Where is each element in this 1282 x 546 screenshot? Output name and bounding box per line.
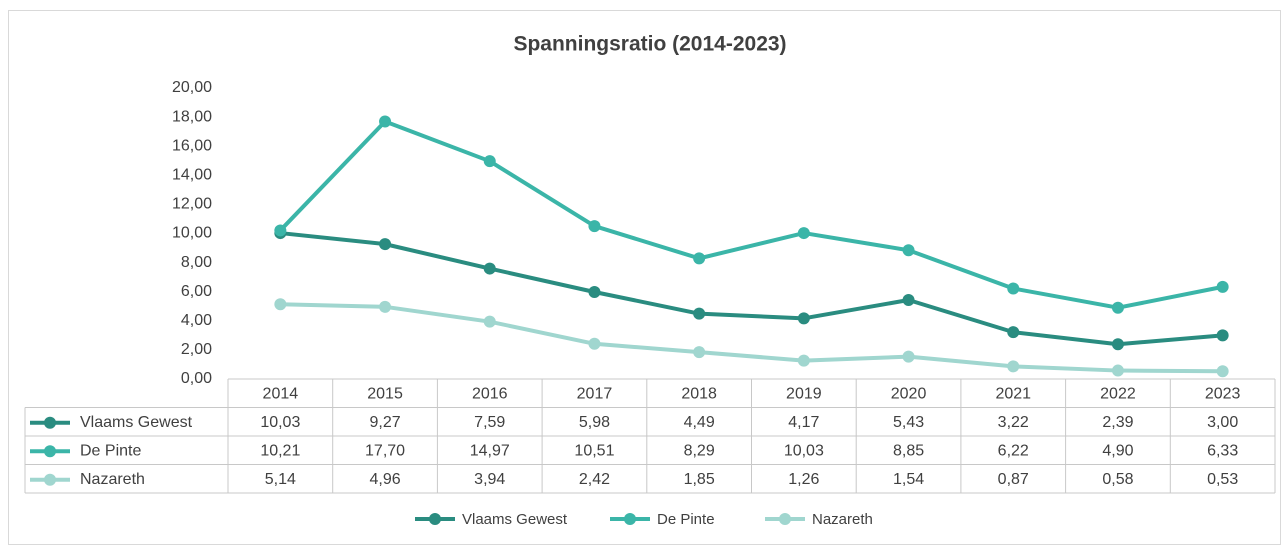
legend-label: Nazareth	[812, 511, 873, 528]
table-cell: 4,49	[684, 414, 715, 431]
table-cell: 5,98	[579, 414, 610, 431]
series-marker	[379, 115, 392, 128]
y-tick-label: 12,00	[172, 196, 212, 213]
series-marker	[693, 252, 706, 265]
chart-title: Spanningsratio (2014-2023)	[513, 33, 786, 56]
chart-frame	[8, 10, 1281, 545]
table-series-name: Vlaams Gewest	[80, 414, 193, 431]
table-cell: 2,42	[579, 471, 610, 488]
x-tick-label: 2023	[1205, 385, 1241, 402]
table-cell: 0,87	[998, 471, 1029, 488]
x-tick-label: 2019	[786, 385, 822, 402]
series-marker	[1216, 329, 1229, 342]
series-marker	[902, 350, 915, 363]
series-marker	[693, 346, 706, 359]
table-cell: 2,39	[1102, 414, 1133, 431]
table-cell: 17,70	[365, 442, 405, 459]
legend-key-marker	[624, 513, 636, 525]
series-marker	[797, 312, 810, 325]
x-tick-label: 2014	[263, 385, 299, 402]
table-cell: 0,58	[1102, 471, 1133, 488]
table-cell: 4,96	[369, 471, 400, 488]
table-cell: 0,53	[1207, 471, 1238, 488]
table-cell: 10,21	[260, 442, 300, 459]
table-key-marker	[44, 473, 56, 486]
x-tick-label: 2021	[995, 385, 1031, 402]
table-cell: 4,90	[1102, 442, 1133, 459]
table-series-name: Nazareth	[80, 471, 145, 488]
x-tick-label: 2016	[472, 385, 508, 402]
series-marker	[588, 220, 601, 233]
legend-label: Vlaams Gewest	[462, 511, 568, 528]
y-tick-label: 6,00	[181, 283, 212, 300]
table-cell: 4,17	[788, 414, 819, 431]
series-marker	[483, 315, 496, 328]
series-marker	[902, 293, 915, 306]
series-marker	[483, 155, 496, 168]
series-marker	[693, 307, 706, 320]
table-cell: 7,59	[474, 414, 505, 431]
table-cell: 8,29	[684, 442, 715, 459]
table-cell: 1,54	[893, 471, 924, 488]
y-tick-label: 14,00	[172, 167, 212, 184]
series-marker	[1007, 360, 1020, 373]
series-marker	[274, 224, 287, 237]
series-line	[278, 119, 1224, 310]
y-tick-label: 2,00	[181, 341, 212, 358]
series-marker	[1111, 338, 1124, 351]
x-tick-label: 2018	[681, 385, 717, 402]
series-marker	[1007, 282, 1020, 295]
table-key-marker	[44, 416, 56, 429]
series-marker	[902, 244, 915, 257]
table-cell: 5,43	[893, 414, 924, 431]
y-tick-label: 0,00	[181, 370, 212, 387]
y-tick-label: 4,00	[181, 312, 212, 329]
table-cell: 14,97	[470, 442, 510, 459]
series-marker	[1111, 301, 1124, 314]
series-marker	[797, 354, 810, 367]
legend-label: De Pinte	[657, 511, 715, 528]
series-marker	[1216, 280, 1229, 293]
table-cell: 10,03	[260, 414, 300, 431]
table-series-name: De Pinte	[80, 442, 141, 459]
y-tick-label: 8,00	[181, 254, 212, 271]
y-tick-label: 10,00	[172, 225, 212, 242]
legend-key-marker	[779, 513, 791, 525]
table-key-marker	[44, 445, 56, 458]
series-marker	[588, 285, 601, 298]
table-cell: 10,03	[784, 442, 824, 459]
series-marker	[797, 227, 810, 240]
series-marker	[1111, 364, 1124, 377]
series-marker	[274, 298, 287, 311]
table-cell: 3,94	[474, 471, 505, 488]
series-line	[280, 302, 1223, 374]
x-tick-label: 2015	[367, 385, 403, 402]
table-cell: 3,22	[998, 414, 1029, 431]
table-cell: 1,85	[684, 471, 715, 488]
x-tick-label: 2022	[1100, 385, 1136, 402]
table-cell: 1,26	[788, 471, 819, 488]
table-cell: 8,85	[893, 442, 924, 459]
table-cell: 3,00	[1207, 414, 1238, 431]
y-tick-label: 16,00	[172, 137, 212, 154]
table-cell: 10,51	[574, 442, 614, 459]
series-marker	[483, 262, 496, 275]
series-marker	[1216, 365, 1229, 378]
x-tick-label: 2020	[891, 385, 927, 402]
y-tick-label: 18,00	[172, 108, 212, 125]
series-marker	[1007, 326, 1020, 339]
table-cell: 6,22	[998, 442, 1029, 459]
table-cell: 6,33	[1207, 442, 1238, 459]
legend-key-marker	[429, 513, 441, 525]
table-cell: 5,14	[265, 471, 296, 488]
x-tick-label: 2017	[577, 385, 613, 402]
series-marker	[588, 337, 601, 350]
y-tick-label: 20,00	[172, 79, 212, 96]
series-line	[280, 231, 1223, 347]
series-marker	[379, 238, 392, 251]
table-cell: 9,27	[369, 414, 400, 431]
series-marker	[379, 300, 392, 313]
